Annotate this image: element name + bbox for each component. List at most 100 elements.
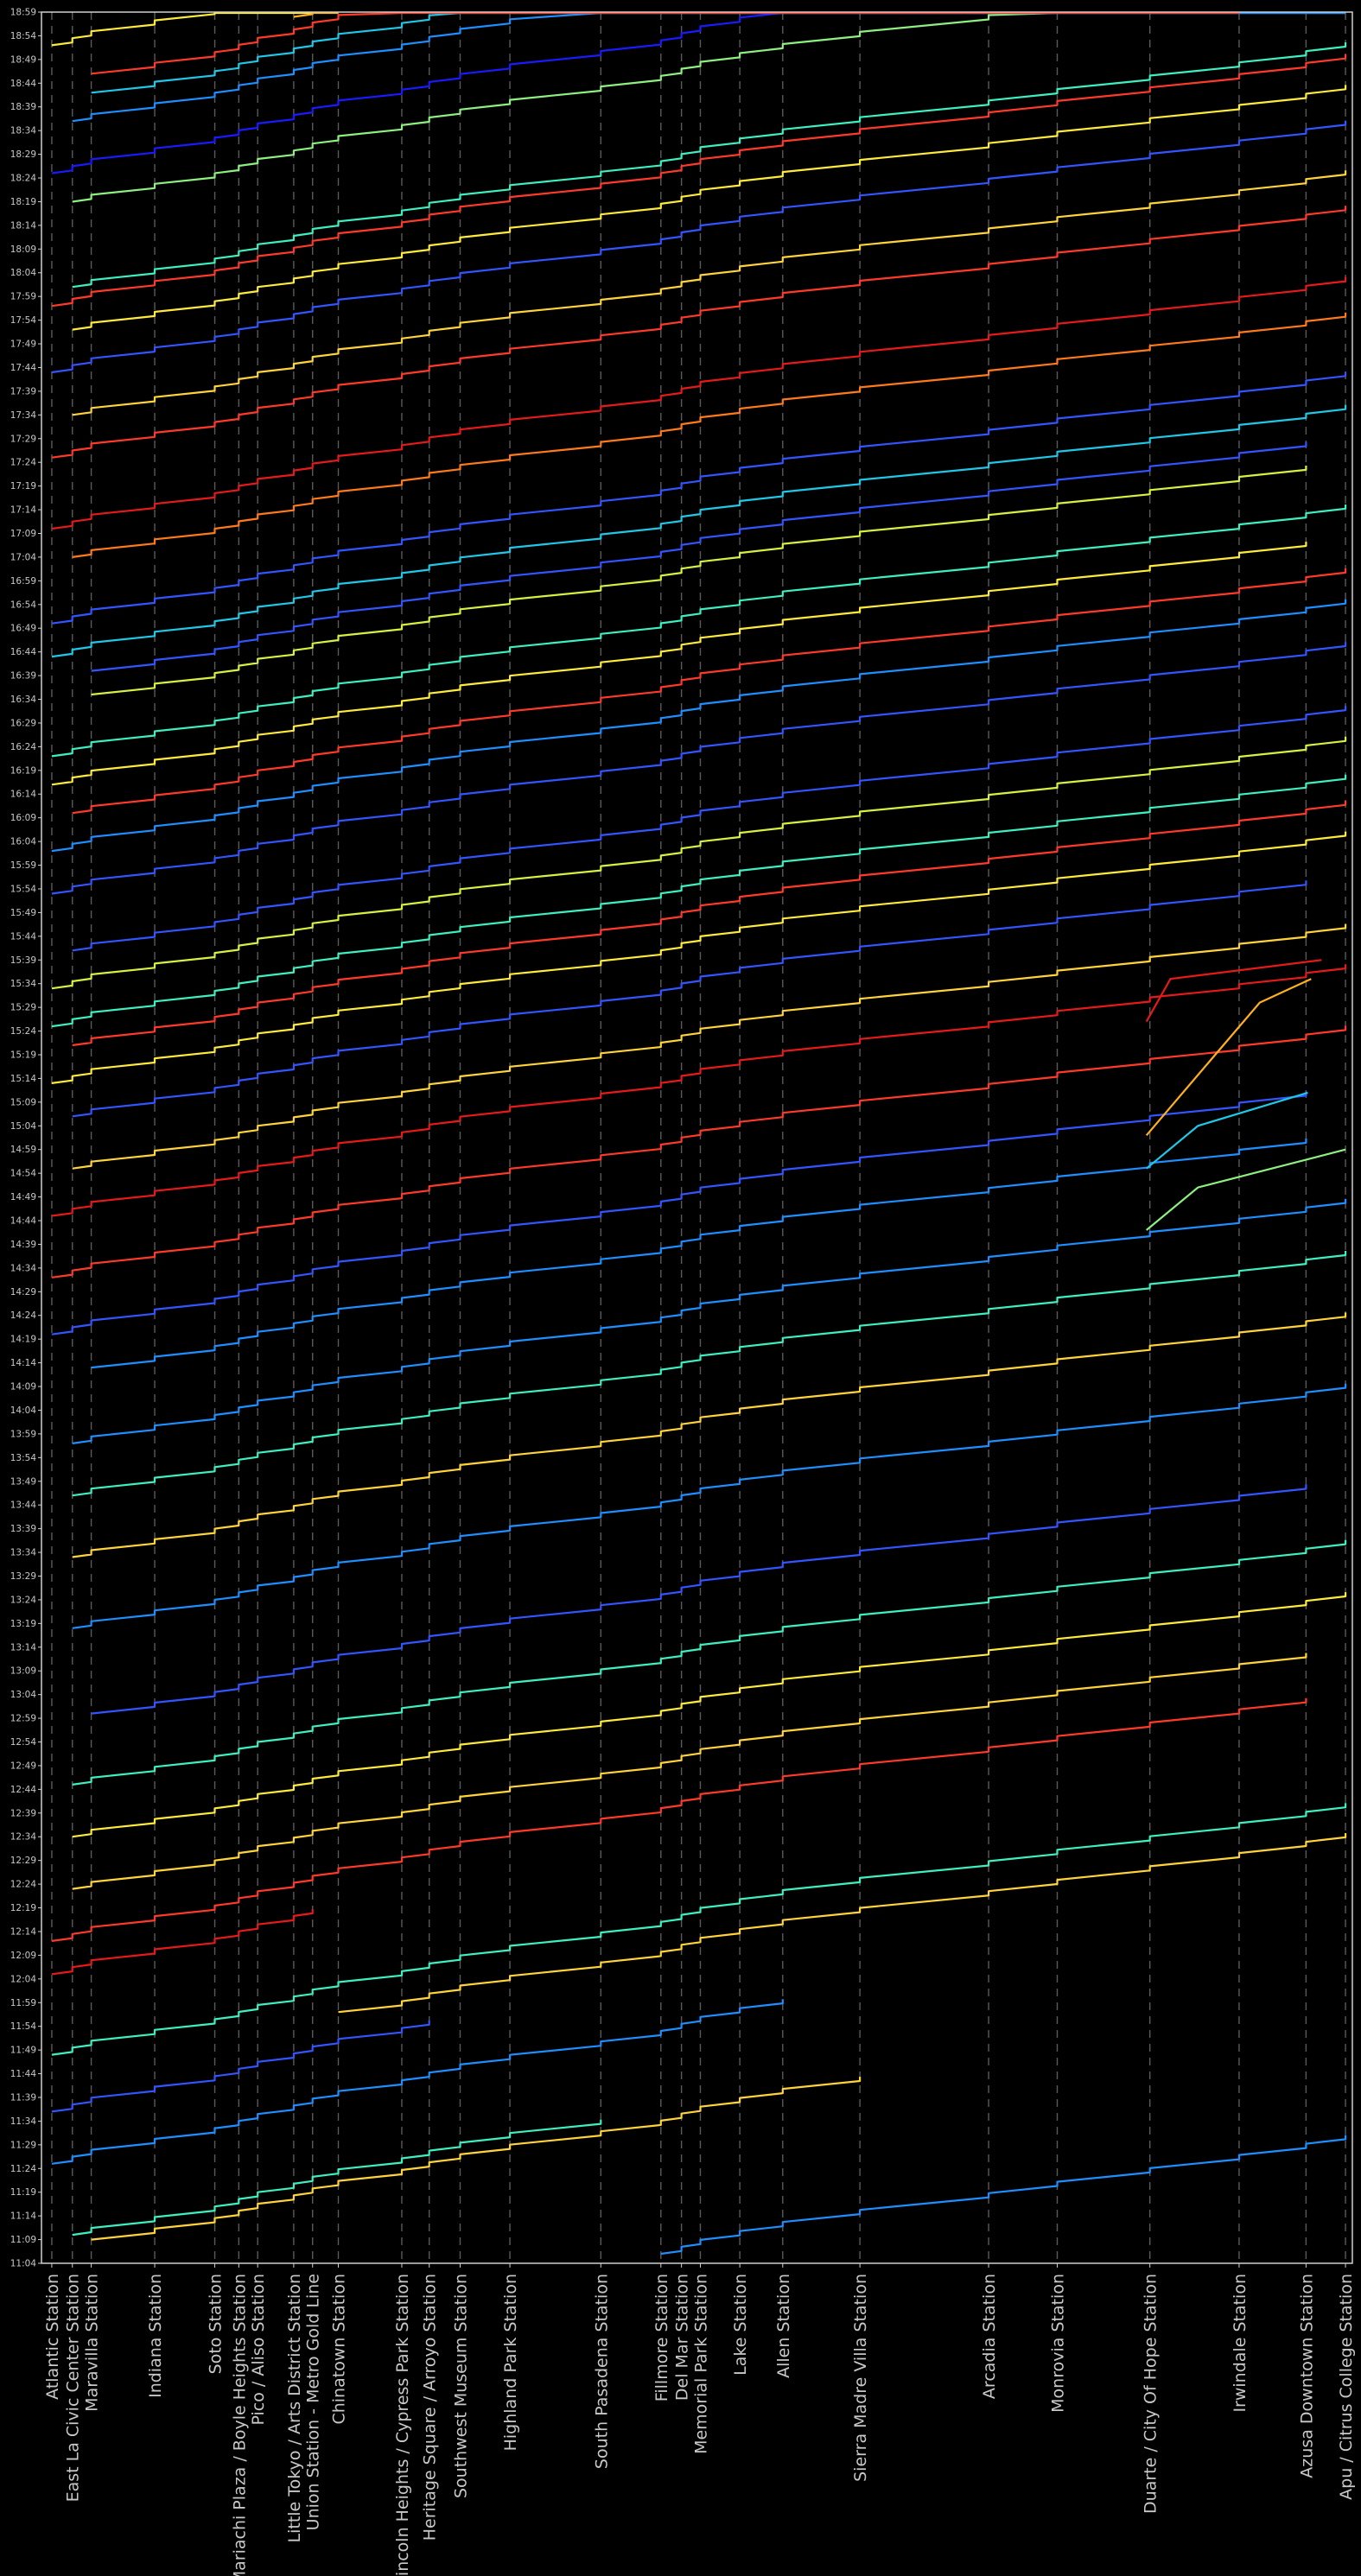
x-tick-label: Southwest Museum Station bbox=[451, 2274, 470, 2498]
trip-line-44 bbox=[72, 42, 1347, 289]
y-tick-label: 17:14 bbox=[10, 505, 37, 516]
y-tick-label: 15:54 bbox=[10, 884, 37, 894]
y-tick-label: 16:59 bbox=[10, 576, 36, 587]
y-tick-label: 13:09 bbox=[10, 1666, 36, 1677]
y-tick-label: 14:09 bbox=[10, 1382, 36, 1393]
trip-line-11 bbox=[72, 1539, 1347, 1786]
x-tick-label: Pico / Aliso Station bbox=[249, 2274, 268, 2426]
trip-line-20 bbox=[51, 964, 1347, 1217]
x-tick-label: Sierra Madre Villa Station bbox=[851, 2274, 870, 2482]
trip-line-37 bbox=[72, 312, 1347, 558]
y-tick-label: 17:54 bbox=[10, 315, 37, 326]
x-tick-label: Soto Station bbox=[207, 2274, 226, 2374]
y-tick-label: 15:09 bbox=[10, 1097, 36, 1107]
y-tick-label: 14:04 bbox=[10, 1405, 37, 1416]
trip-line-23 bbox=[51, 831, 1347, 1084]
trip-line-14 bbox=[72, 1312, 1347, 1558]
trip-line-35 bbox=[51, 404, 1347, 658]
y-tick-label: 13:19 bbox=[10, 1619, 36, 1629]
trip-line-18 bbox=[51, 1091, 1307, 1336]
trip-line-21 bbox=[72, 923, 1347, 1170]
y-tick-label: 12:34 bbox=[10, 1832, 37, 1843]
y-tick-label: 16:29 bbox=[10, 718, 36, 728]
trip-line-19 bbox=[51, 1025, 1347, 1278]
y-tick-label: 16:24 bbox=[10, 742, 37, 752]
x-tick-label: Memorial Park Station bbox=[691, 2274, 710, 2454]
trip-line-46 bbox=[51, 11, 1346, 174]
y-tick-label: 13:14 bbox=[10, 1642, 37, 1653]
trip-line-41 bbox=[51, 120, 1347, 374]
y-tick-label: 14:49 bbox=[10, 1192, 36, 1202]
y-tick-label: 16:49 bbox=[10, 624, 36, 634]
y-tick-label: 18:54 bbox=[10, 31, 37, 41]
y-tick-label: 17:09 bbox=[10, 529, 36, 539]
y-tick-label: 12:19 bbox=[10, 1903, 36, 1913]
x-tick-label: Azusa Downtown Station bbox=[1297, 2274, 1316, 2478]
y-tick-label: 11:14 bbox=[10, 2211, 37, 2222]
y-tick-label: 11:04 bbox=[10, 2259, 37, 2269]
trip-line-24 bbox=[72, 800, 1347, 1047]
trip-line-0 bbox=[660, 2135, 1347, 2256]
y-tick-label: 17:24 bbox=[10, 458, 37, 468]
trip-line-10 bbox=[72, 1592, 1347, 1838]
y-tick-label: 17:34 bbox=[10, 410, 37, 421]
x-tick-label: Atlantic Station bbox=[43, 2274, 62, 2400]
trip-line-7 bbox=[51, 1909, 314, 1976]
trip-line-43 bbox=[51, 54, 1347, 308]
trip-line-50 bbox=[51, 11, 313, 47]
y-tick-label: 18:29 bbox=[10, 149, 36, 160]
trip-line-33 bbox=[91, 466, 1307, 696]
y-tick-label: 14:29 bbox=[10, 1287, 36, 1298]
y-tick-label: 15:04 bbox=[10, 1121, 37, 1132]
y-tick-label: 11:39 bbox=[10, 2092, 36, 2103]
y-tick-label: 11:29 bbox=[10, 2140, 36, 2150]
trip-lines bbox=[51, 11, 1347, 2256]
trip-line-51 bbox=[293, 11, 339, 18]
y-tick-label: 11:34 bbox=[10, 2116, 37, 2127]
y-tick-label: 16:44 bbox=[10, 647, 37, 657]
segment-line-1 bbox=[1145, 978, 1312, 1137]
trip-line-49 bbox=[91, 11, 1239, 75]
x-tick-label: East La Civic Center Station bbox=[64, 2274, 83, 2502]
x-tick-label: Arcadia Station bbox=[980, 2274, 999, 2399]
y-tick-label: 15:29 bbox=[10, 1003, 36, 1013]
y-tick-label: 11:44 bbox=[10, 2069, 37, 2079]
y-tick-label: 18:19 bbox=[10, 197, 36, 207]
y-tick-label: 13:34 bbox=[10, 1548, 37, 1558]
y-tick-label: 18:44 bbox=[10, 79, 37, 89]
trip-line-36 bbox=[51, 371, 1347, 625]
y-tick-label: 12:09 bbox=[10, 1951, 36, 1961]
y-tick-label: 14:54 bbox=[10, 1169, 37, 1179]
x-tick-label: Apu / Citrus College Station bbox=[1337, 2274, 1356, 2500]
y-tick-label: 12:54 bbox=[10, 1737, 37, 1748]
y-tick-label: 12:44 bbox=[10, 1785, 37, 1795]
y-tick-label: 11:24 bbox=[10, 2164, 37, 2174]
y-tick-label: 13:44 bbox=[10, 1501, 37, 1511]
y-tick-label: 18:39 bbox=[10, 102, 36, 112]
x-tick-label: Monrovia Station bbox=[1048, 2274, 1067, 2413]
x-tick-label: Duarte / City Of Hope Station bbox=[1142, 2274, 1161, 2514]
trip-line-25 bbox=[51, 774, 1347, 1028]
y-axis-ticks: 11:04 11:09 11:14 11:19 11:24 11:29 11:34 11:39… bbox=[10, 8, 41, 2269]
y-tick-label: 14:59 bbox=[10, 1145, 36, 1155]
trip-line-15 bbox=[72, 1251, 1347, 1497]
y-tick-label: 18:49 bbox=[10, 54, 36, 65]
y-tick-label: 16:14 bbox=[10, 790, 37, 800]
x-tick-label: Irwindale Station bbox=[1231, 2274, 1250, 2413]
trip-line-28 bbox=[51, 642, 1347, 895]
trip-line-17 bbox=[91, 1139, 1307, 1369]
x-tick-label: Lake Station bbox=[731, 2274, 750, 2376]
trip-line-39 bbox=[51, 206, 1347, 459]
y-tick-label: 15:44 bbox=[10, 931, 37, 942]
x-tick-label: Lincoln Heights / Cypress Park Station bbox=[393, 2274, 412, 2576]
trip-line-26 bbox=[51, 736, 1347, 990]
y-tick-label: 16:04 bbox=[10, 837, 37, 847]
y-tick-label: 15:19 bbox=[10, 1050, 36, 1060]
y-tick-label: 12:49 bbox=[10, 1761, 36, 1771]
y-tick-label: 12:04 bbox=[10, 1974, 37, 1984]
x-tick-label: Little Tokyo / Arts District Station bbox=[285, 2274, 304, 2542]
x-tick-label: Highland Park Station bbox=[501, 2274, 520, 2451]
trip-line-27 bbox=[72, 706, 1347, 952]
y-tick-label: 16:54 bbox=[10, 600, 37, 610]
